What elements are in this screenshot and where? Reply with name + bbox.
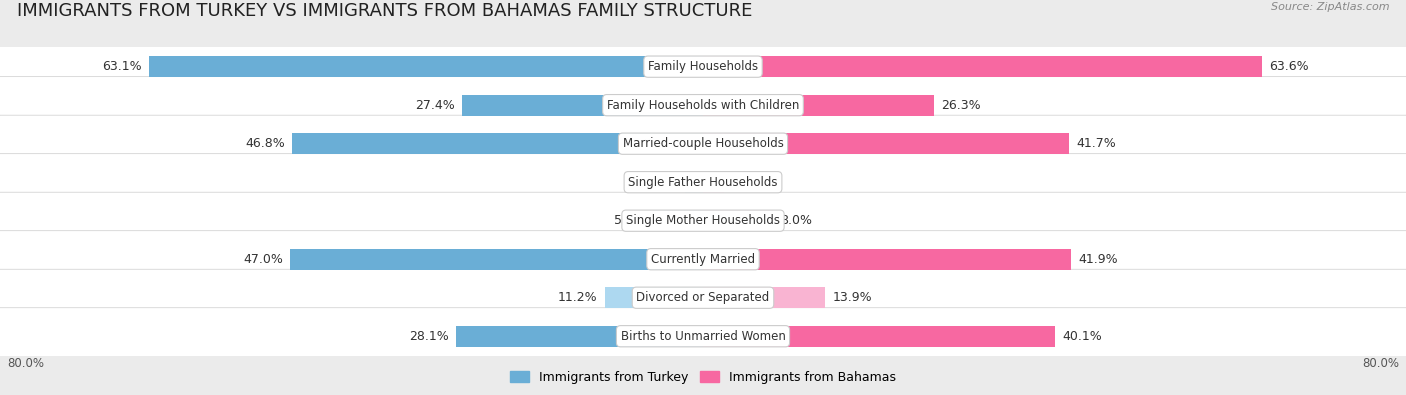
Text: Currently Married: Currently Married: [651, 253, 755, 266]
Bar: [456, 325, 703, 347]
FancyBboxPatch shape: [0, 308, 1406, 365]
Bar: [652, 210, 703, 231]
Text: Divorced or Separated: Divorced or Separated: [637, 291, 769, 304]
FancyBboxPatch shape: [0, 269, 1406, 326]
Text: Single Mother Households: Single Mother Households: [626, 214, 780, 227]
Text: 13.9%: 13.9%: [832, 291, 872, 304]
Text: 27.4%: 27.4%: [415, 99, 456, 112]
Bar: [703, 56, 1263, 77]
Text: 47.0%: 47.0%: [243, 253, 283, 266]
FancyBboxPatch shape: [0, 154, 1406, 211]
Text: Family Households with Children: Family Households with Children: [607, 99, 799, 112]
Text: 2.4%: 2.4%: [731, 176, 763, 189]
Bar: [703, 287, 825, 308]
Text: 2.0%: 2.0%: [647, 176, 678, 189]
Text: Source: ZipAtlas.com: Source: ZipAtlas.com: [1271, 2, 1389, 12]
Bar: [703, 171, 724, 193]
Bar: [149, 56, 703, 77]
Bar: [463, 94, 703, 116]
Text: IMMIGRANTS FROM TURKEY VS IMMIGRANTS FROM BAHAMAS FAMILY STRUCTURE: IMMIGRANTS FROM TURKEY VS IMMIGRANTS FRO…: [17, 2, 752, 20]
Text: 63.6%: 63.6%: [1268, 60, 1309, 73]
Text: 41.7%: 41.7%: [1077, 137, 1116, 150]
Text: 46.8%: 46.8%: [245, 137, 285, 150]
Text: 80.0%: 80.0%: [7, 357, 44, 371]
Bar: [686, 171, 703, 193]
Text: 80.0%: 80.0%: [1362, 357, 1399, 371]
Legend: Immigrants from Turkey, Immigrants from Bahamas: Immigrants from Turkey, Immigrants from …: [505, 366, 901, 389]
Bar: [290, 248, 703, 270]
Text: Married-couple Households: Married-couple Households: [623, 137, 783, 150]
Text: 11.2%: 11.2%: [558, 291, 598, 304]
Bar: [292, 133, 703, 154]
Text: 41.9%: 41.9%: [1078, 253, 1118, 266]
Text: Family Households: Family Households: [648, 60, 758, 73]
FancyBboxPatch shape: [0, 231, 1406, 288]
Bar: [703, 210, 773, 231]
FancyBboxPatch shape: [0, 192, 1406, 249]
Bar: [703, 133, 1070, 154]
Text: 40.1%: 40.1%: [1063, 330, 1102, 343]
Text: Births to Unmarried Women: Births to Unmarried Women: [620, 330, 786, 343]
Bar: [703, 325, 1056, 347]
Text: 28.1%: 28.1%: [409, 330, 449, 343]
Text: 63.1%: 63.1%: [101, 60, 142, 73]
FancyBboxPatch shape: [0, 77, 1406, 134]
FancyBboxPatch shape: [0, 115, 1406, 172]
Text: 8.0%: 8.0%: [780, 214, 813, 227]
Bar: [703, 94, 934, 116]
Text: Single Father Households: Single Father Households: [628, 176, 778, 189]
Bar: [605, 287, 703, 308]
FancyBboxPatch shape: [0, 38, 1406, 95]
Text: 26.3%: 26.3%: [941, 99, 981, 112]
Text: 5.7%: 5.7%: [614, 214, 645, 227]
Bar: [703, 248, 1071, 270]
